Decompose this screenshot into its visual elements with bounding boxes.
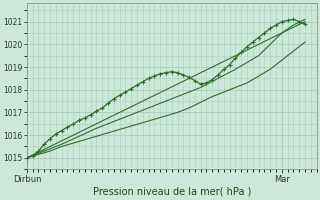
X-axis label: Pression niveau de la mer( hPa ): Pression niveau de la mer( hPa ) <box>92 187 251 197</box>
